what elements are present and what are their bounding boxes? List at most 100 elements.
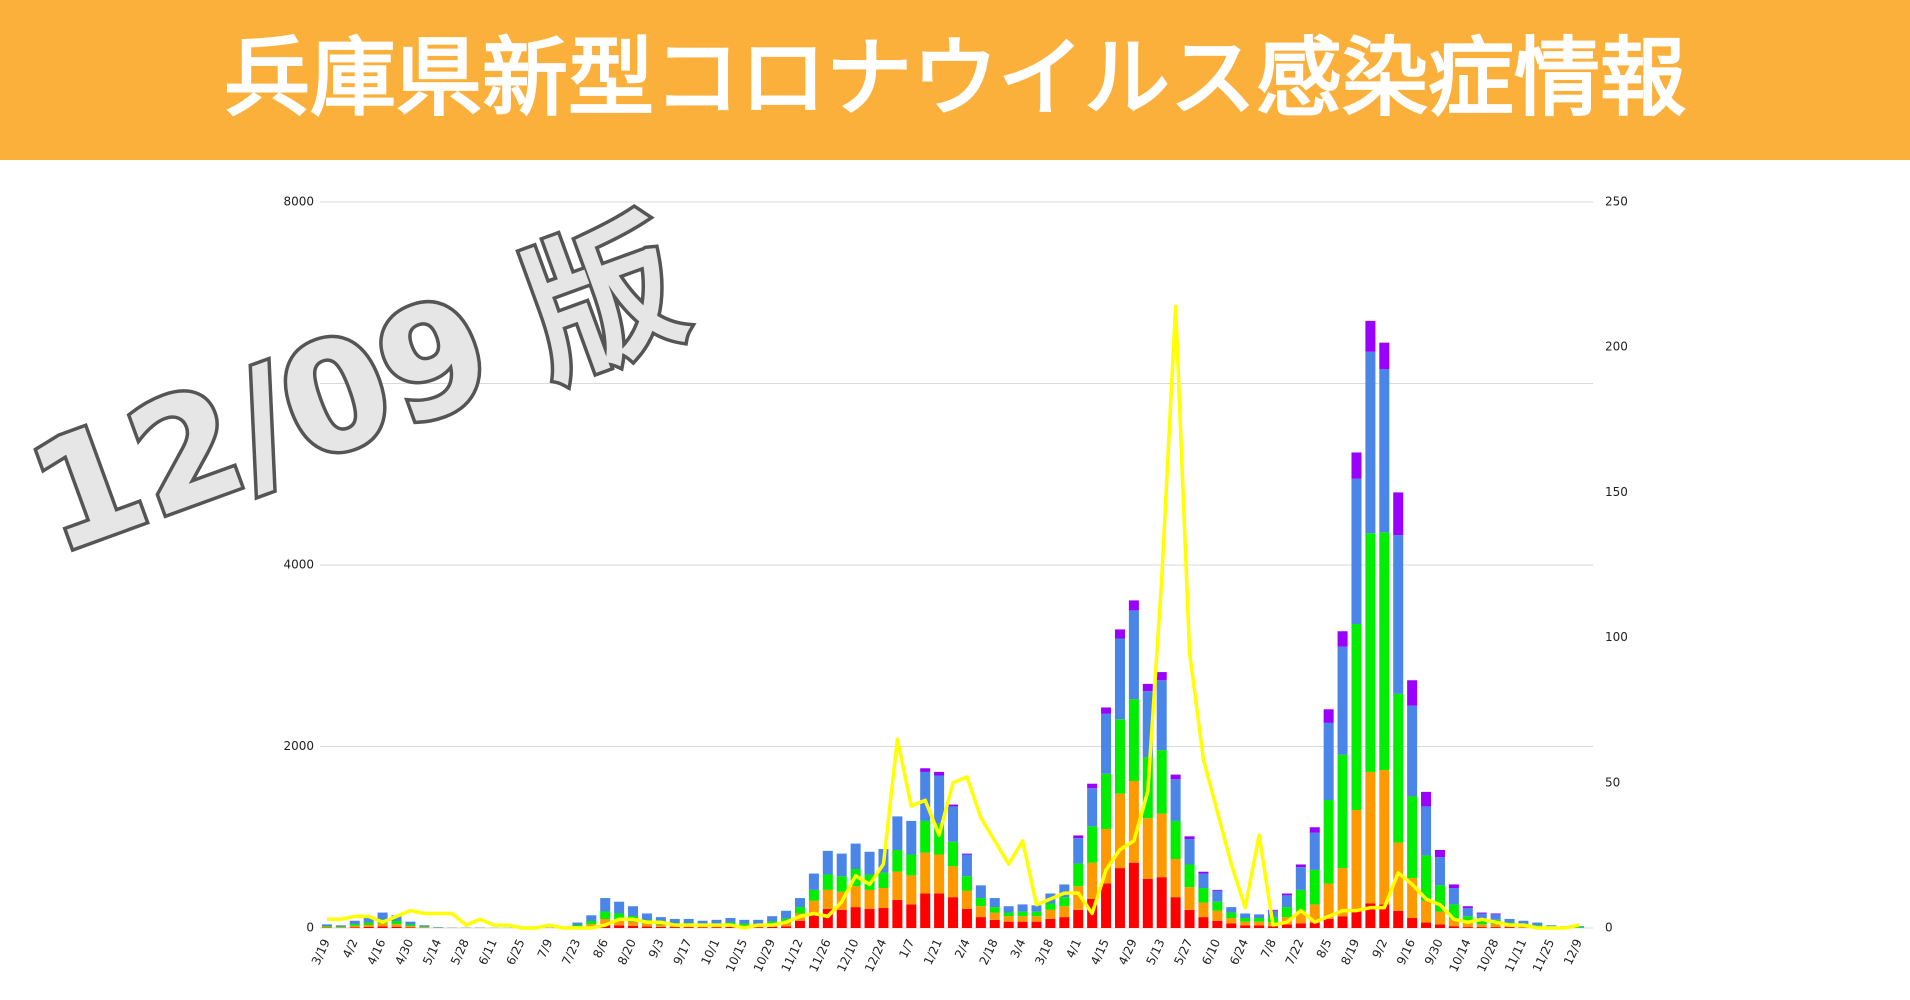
- bar-segment: [1476, 918, 1487, 925]
- bar-segment: [1003, 906, 1014, 913]
- bar-segment: [753, 927, 764, 928]
- bar-segment: [1240, 921, 1251, 926]
- x-tick-label: 1/7: [896, 937, 917, 960]
- bar-segment: [1295, 867, 1306, 890]
- bar-segment: [363, 927, 374, 928]
- bar-segment: [1198, 917, 1209, 928]
- bar-segment: [1281, 895, 1292, 908]
- bar-segment: [1142, 683, 1153, 692]
- x-tick-label: 5/13: [1144, 937, 1168, 967]
- bar-segment: [1087, 826, 1098, 863]
- x-tick-label: 10/14: [1446, 937, 1473, 974]
- bar-segment: [1156, 877, 1167, 928]
- bar-segment: [586, 921, 597, 925]
- bar-segment: [1128, 862, 1139, 928]
- bar-segment: [1448, 888, 1459, 905]
- bar-segment: [1114, 868, 1125, 928]
- bar-segment: [683, 918, 694, 924]
- bar-segment: [808, 900, 819, 915]
- bar-segment: [781, 910, 792, 919]
- bar-segment: [1281, 924, 1292, 928]
- bar-segment: [920, 768, 931, 772]
- bar-segment: [961, 854, 972, 877]
- x-tick-label: 10/28: [1474, 937, 1501, 974]
- bar-segment: [1518, 926, 1529, 928]
- x-tick-label: 9/3: [646, 937, 667, 960]
- bar-segment: [1351, 452, 1362, 479]
- bar-segment: [363, 918, 374, 923]
- bar-segment: [1309, 922, 1320, 928]
- bar-segment: [808, 914, 819, 928]
- bar-segment: [1114, 629, 1125, 639]
- bar-segment: [1254, 918, 1265, 922]
- bar-segment: [1393, 910, 1404, 928]
- bar-segment: [669, 927, 680, 928]
- bar-segment: [864, 851, 875, 875]
- bar-segment: [628, 921, 639, 926]
- x-tick-label: 6/25: [504, 937, 528, 967]
- bar-segment: [1434, 924, 1445, 928]
- bar-segment: [1309, 832, 1320, 870]
- bar-segment: [614, 913, 625, 921]
- bar-segment: [1448, 904, 1459, 919]
- bar-segment: [1212, 889, 1223, 891]
- bar-segment: [934, 823, 945, 855]
- bar-segment: [1309, 827, 1320, 833]
- bar-segment: [794, 907, 805, 914]
- bar-segment: [753, 919, 764, 924]
- bar-segment: [1073, 863, 1084, 887]
- x-tick-label: 5/27: [1171, 937, 1195, 967]
- x-tick-label: 12/10: [834, 937, 861, 974]
- bar-segment: [1393, 492, 1404, 536]
- bar-segment: [934, 775, 945, 824]
- bar-segment: [349, 925, 360, 928]
- bar-segment: [920, 852, 931, 894]
- x-tick-label: 8/5: [1314, 937, 1335, 960]
- bar-segment: [711, 919, 722, 924]
- x-tick-label: 9/30: [1422, 937, 1446, 967]
- bar-segment: [419, 926, 430, 928]
- bar-segment: [1031, 905, 1042, 912]
- bar-segment: [586, 924, 597, 927]
- x-tick-label: 8/6: [590, 937, 611, 960]
- bar-segment: [1073, 909, 1084, 928]
- bar-segment: [892, 849, 903, 872]
- bar-segment: [1101, 773, 1112, 830]
- bar-segment: [794, 920, 805, 928]
- bar-segment: [864, 908, 875, 928]
- bar-segment: [836, 876, 847, 892]
- bar-segment: [920, 820, 931, 853]
- x-tick-label: 7/8: [1258, 937, 1279, 960]
- bar-segment: [934, 854, 945, 894]
- bar-segment: [1184, 864, 1195, 888]
- y2-tick-label: 250: [1605, 195, 1628, 209]
- bar-segment: [1393, 535, 1404, 694]
- bar-segment: [961, 890, 972, 909]
- x-tick-label: 9/2: [1369, 937, 1390, 960]
- bar-segment: [1393, 693, 1404, 843]
- bar-segment: [1379, 342, 1390, 369]
- bar-segment: [948, 897, 959, 928]
- bar-segment: [1379, 904, 1390, 928]
- bar-segment: [1268, 926, 1279, 928]
- header-band: [0, 0, 1910, 160]
- bar-segment: [1184, 839, 1195, 865]
- bar-segment: [1295, 889, 1306, 911]
- bar-segment: [572, 922, 583, 926]
- bar-segment: [1017, 921, 1028, 928]
- bar-segment: [655, 917, 666, 923]
- bar-segment: [989, 898, 1000, 908]
- x-tick-label: 4/2: [340, 937, 361, 960]
- bar-segment: [1226, 918, 1237, 924]
- bar-segment: [1170, 779, 1181, 821]
- x-tick-label: 8/19: [1338, 937, 1362, 967]
- line: [326, 304, 1580, 930]
- bar-segment: [1254, 921, 1265, 926]
- bar-segment: [1101, 713, 1112, 774]
- bar-segment: [600, 911, 611, 920]
- x-tick-label: 7/9: [535, 937, 556, 960]
- bar-segment: [975, 885, 986, 899]
- x-tick-label: 6/11: [476, 937, 500, 967]
- bar-segment: [377, 926, 388, 928]
- bar-segment: [1087, 788, 1098, 827]
